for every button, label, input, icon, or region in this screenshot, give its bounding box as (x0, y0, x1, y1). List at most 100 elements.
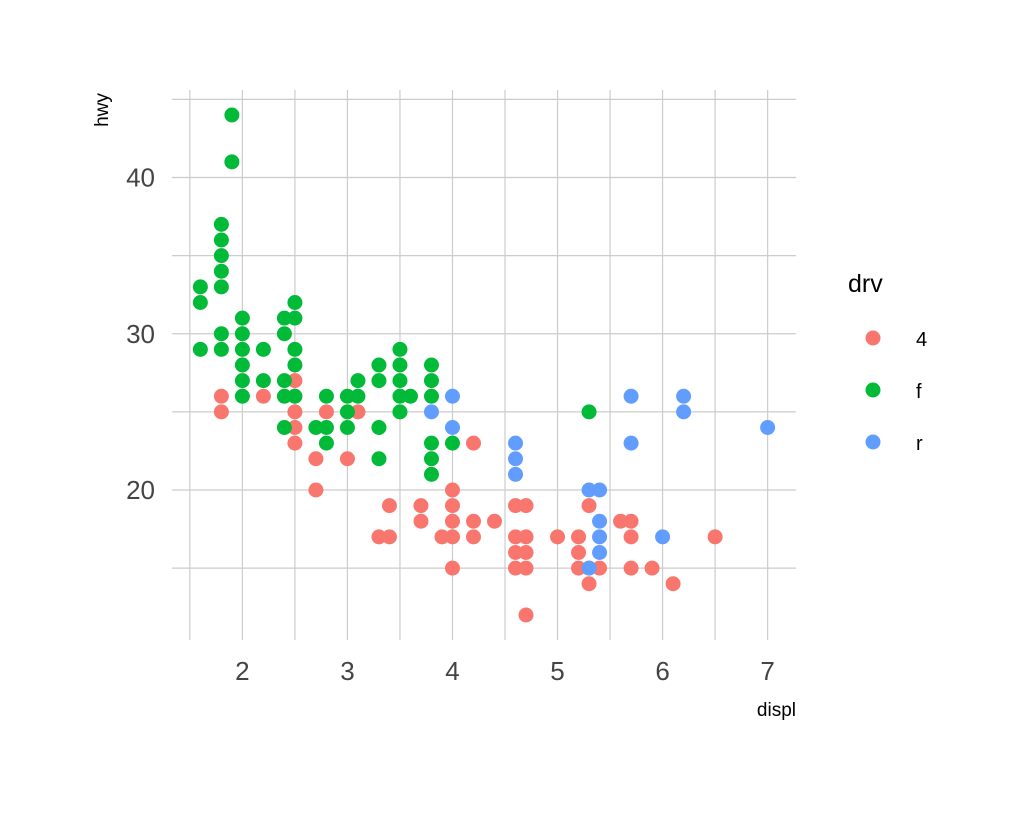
data-point-4 (508, 529, 524, 545)
data-point-4 (508, 498, 524, 514)
legend-label-r: r (916, 433, 923, 455)
data-point-4 (613, 513, 629, 529)
data-point-4 (571, 529, 587, 545)
data-point-4 (381, 498, 397, 514)
data-point-4 (444, 498, 460, 514)
data-point-4 (487, 513, 503, 529)
data-point-f (371, 451, 387, 467)
data-point-f (213, 341, 229, 357)
data-point-4 (623, 529, 639, 545)
data-point-f (339, 420, 355, 435)
x-tick-labels: 2 3 4 5 6 7 (235, 656, 775, 686)
data-point-f (371, 420, 387, 435)
data-point-f (392, 404, 408, 420)
data-point-f (192, 279, 208, 295)
data-point-r (592, 513, 608, 529)
data-point-4 (571, 545, 587, 560)
data-point-4 (665, 576, 681, 592)
data-point-4 (444, 529, 460, 545)
data-point-r (423, 404, 439, 420)
data-point-f (192, 295, 208, 310)
data-point-r (508, 435, 524, 451)
data-point-f (402, 388, 418, 404)
data-point-f (234, 357, 250, 373)
data-point-4 (623, 560, 639, 576)
data-point-4 (308, 451, 324, 467)
data-point-4 (508, 545, 524, 560)
data-point-r (655, 529, 671, 545)
data-point-f (392, 341, 408, 357)
x-tick-label: 2 (235, 656, 249, 686)
legend-label-f: f (916, 381, 922, 403)
data-point-f (287, 357, 303, 373)
data-point-4 (339, 451, 355, 467)
data-point-f (318, 420, 334, 435)
data-point-4 (581, 498, 597, 514)
data-point-r (592, 545, 608, 560)
x-axis-label: displ (757, 700, 796, 721)
data-point-f (213, 216, 229, 232)
data-point-4 (318, 404, 334, 420)
y-tick-label: 30 (126, 319, 155, 349)
data-point-f (423, 466, 439, 482)
data-point-f (276, 373, 292, 389)
data-point-f (392, 373, 408, 389)
data-point-4 (413, 513, 429, 529)
data-point-f (318, 435, 334, 451)
data-point-4 (213, 388, 229, 404)
data-point-f (392, 357, 408, 373)
x-tick-label: 6 (655, 656, 669, 686)
data-point-f (287, 310, 303, 326)
data-point-4 (623, 513, 639, 529)
grid (172, 90, 796, 640)
data-point-f (350, 373, 366, 389)
data-point-r (760, 420, 776, 435)
legend-key-r (865, 434, 881, 450)
data-point-4 (434, 529, 450, 545)
data-point-4 (571, 560, 587, 576)
data-point-f (255, 341, 271, 357)
x-tick-label: 3 (340, 656, 354, 686)
data-point-r (592, 529, 608, 545)
data-point-f (234, 310, 250, 326)
data-point-f (308, 420, 324, 435)
data-point-f (423, 435, 439, 451)
data-point-f (350, 388, 366, 404)
data-point-f (213, 248, 229, 264)
data-point-f (213, 279, 229, 295)
data-point-r (623, 388, 639, 404)
data-point-f (224, 107, 240, 123)
data-point-f (276, 420, 292, 435)
data-point-4 (581, 576, 597, 592)
data-point-4 (518, 545, 534, 560)
data-point-f (276, 310, 292, 326)
data-point-f (234, 388, 250, 404)
legend-key-f (865, 382, 881, 398)
data-point-4 (413, 498, 429, 514)
legend-key-4 (865, 330, 881, 346)
data-point-4 (444, 513, 460, 529)
legend-title: drv (848, 270, 883, 298)
legend-label-4: 4 (916, 329, 927, 351)
data-point-r (592, 482, 608, 498)
data-point-4 (308, 482, 324, 498)
data-point-f (234, 373, 250, 389)
x-tick-label: 5 (550, 656, 564, 686)
data-point-4 (518, 529, 534, 545)
data-point-f (287, 388, 303, 404)
x-tick-label: 7 (760, 656, 774, 686)
data-point-4 (287, 435, 303, 451)
data-point-4 (287, 373, 303, 389)
data-point-4 (518, 560, 534, 576)
data-point-4 (707, 529, 723, 545)
data-point-f (287, 341, 303, 357)
data-point-f (234, 326, 250, 342)
data-point-r (444, 388, 460, 404)
data-point-f (371, 373, 387, 389)
data-point-f (392, 388, 408, 404)
data-point-4 (465, 513, 481, 529)
data-point-r (581, 560, 597, 576)
data-point-r (508, 451, 524, 467)
data-point-f (276, 326, 292, 342)
